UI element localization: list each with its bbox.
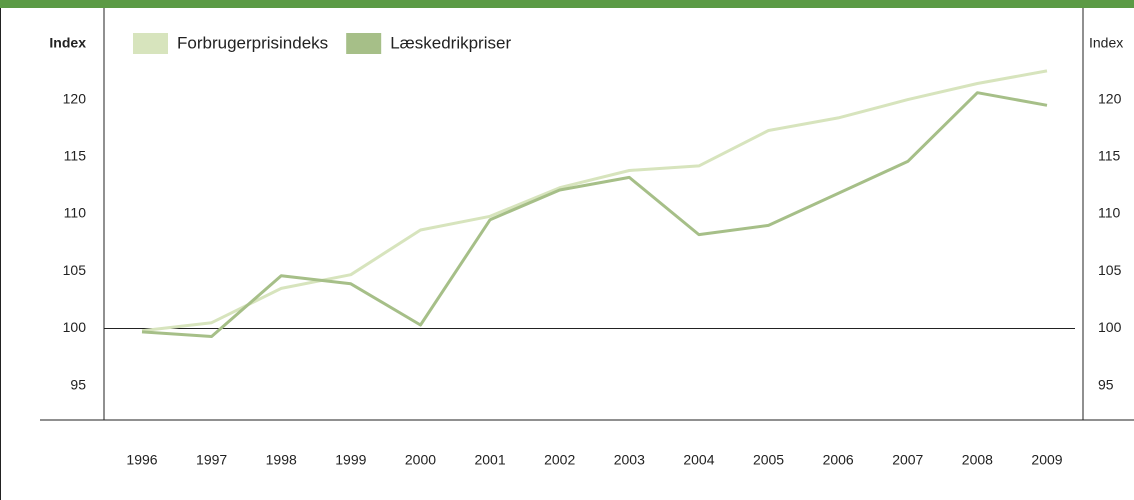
series-line [141,69,1048,333]
x-tick-label: 2001 [474,452,505,468]
x-tick-label: 1997 [196,452,227,468]
legend-text: Læskedrikpriser [390,33,511,52]
y2-tick-label: 100 [1098,319,1122,335]
y-tick-label: 120 [63,90,87,106]
y-tick-label: 105 [63,262,87,278]
legend-text: Forbrugerprisindeks [177,33,328,52]
x-tick-label: 2006 [823,452,854,468]
y-tick-label: 110 [64,205,87,221]
y-axis-label: Index [49,35,86,51]
y2-tick-label: 95 [1098,376,1114,392]
y-tick-label: 95 [70,376,86,392]
x-tick-label: 2009 [1031,452,1062,468]
legend-swatch [346,33,382,54]
x-tick-label: 2002 [544,452,575,468]
y2-tick-label: 115 [1098,147,1121,163]
x-tick-label: 1998 [266,452,297,468]
legend-swatch [133,33,168,54]
y2-tick-label: 120 [1098,90,1122,106]
y2-tick-label: 110 [1098,205,1121,221]
y-tick-label: 115 [64,147,87,163]
x-tick-label: 1996 [126,452,157,468]
header-bar [0,0,1134,8]
x-tick-label: 2007 [892,452,923,468]
y2-axis-label: Index [1089,35,1123,51]
y-tick-label: 100 [63,319,87,335]
x-tick-label: 2004 [683,452,714,468]
x-tick-label: 2000 [405,452,436,468]
x-tick-label: 1999 [335,452,366,468]
x-tick-label: 2003 [614,452,645,468]
y2-tick-label: 105 [1098,262,1122,278]
x-tick-label: 2008 [962,452,993,468]
x-tick-label: 2005 [753,452,784,468]
series-line [141,91,1048,338]
